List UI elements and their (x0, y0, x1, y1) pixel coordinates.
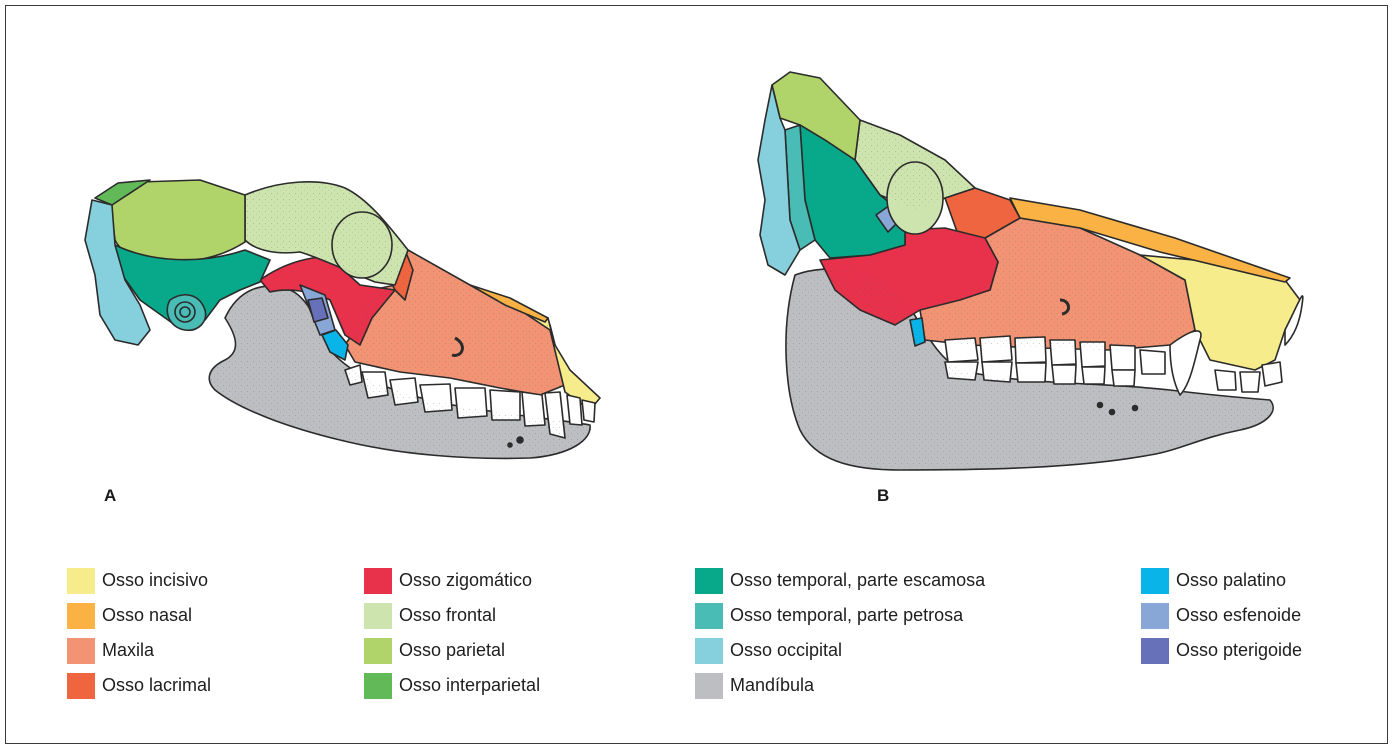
legend-item: Mandíbula (695, 668, 985, 703)
legend-column-3: Osso temporal, parte escamosa Osso tempo… (695, 563, 985, 703)
legend-label: Osso occipital (730, 640, 843, 660)
legend-label: Osso incisivo (102, 570, 209, 590)
legend-swatch (364, 672, 392, 699)
legend-item: Osso nasal (67, 598, 211, 633)
legend-label: Osso esfenoide (1176, 605, 1302, 625)
legend-swatch (67, 602, 95, 629)
legend-swatch (364, 567, 392, 594)
legend-swatch (695, 672, 723, 699)
legend-label: Maxila (102, 640, 155, 660)
legend-item: Osso pterigoide (1141, 633, 1302, 668)
legend-item: Osso parietal (364, 633, 540, 668)
skull-b-occipital (757, 84, 801, 276)
legend-label: Osso palatino (1176, 570, 1287, 590)
legend-swatch (364, 637, 392, 664)
legend-label: Osso temporal, parte petrosa (730, 605, 964, 625)
legend-swatch (695, 567, 723, 594)
legend-label: Osso parietal (399, 640, 506, 660)
skull-b (757, 71, 1304, 471)
legend-item: Osso palatino (1141, 563, 1302, 598)
legend-item: Osso temporal, parte petrosa (695, 598, 985, 633)
legend-label: Osso temporal, parte escamosa (730, 570, 986, 590)
legend-column-4: Osso palatino Osso esfenoide Osso pterig… (1141, 563, 1302, 668)
skull-figure: A B (84, 71, 1304, 505)
legend-item: Osso esfenoide (1141, 598, 1302, 633)
legend-swatch (1141, 602, 1169, 629)
legend: Osso incisivo Osso nasal Maxila Osso lac… (0, 563, 1395, 713)
legend-item: Maxila (67, 633, 211, 668)
legend-label: Osso lacrimal (102, 675, 212, 695)
legend-item: Osso temporal, parte escamosa (695, 563, 985, 598)
legend-swatch (1141, 567, 1169, 594)
legend-item: Osso zigomático (364, 563, 540, 598)
legend-item: Osso frontal (364, 598, 540, 633)
skull-a-occipital (84, 199, 151, 346)
legend-item: Osso lacrimal (67, 668, 211, 703)
legend-label: Osso nasal (102, 605, 193, 625)
legend-label: Osso pterigoide (1176, 640, 1303, 660)
legend-item: Osso interparietal (364, 668, 540, 703)
skull-a (84, 179, 601, 460)
legend-swatch (695, 602, 723, 629)
skull-b-teeth (944, 295, 1304, 396)
legend-column-1: Osso incisivo Osso nasal Maxila Osso lac… (67, 563, 211, 703)
legend-swatch (1141, 637, 1169, 664)
legend-item: Osso incisivo (67, 563, 211, 598)
skull-a-interparietal (94, 179, 151, 206)
legend-item: Osso occipital (695, 633, 985, 668)
skull-illustrations (84, 71, 1304, 471)
legend-swatch (67, 567, 95, 594)
legend-swatch (67, 637, 95, 664)
panel-label-b: B (877, 486, 890, 505)
legend-swatch (67, 672, 95, 699)
skull-a-temporal-petrous (166, 294, 207, 332)
panel-label-a: A (104, 486, 117, 505)
legend-column-2: Osso zigomático Osso frontal Osso pariet… (364, 563, 540, 703)
legend-swatch (364, 602, 392, 629)
skull-b-nasal (1009, 197, 1291, 283)
legend-label: Osso interparietal (399, 675, 541, 695)
legend-label: Osso zigomático (399, 570, 533, 590)
legend-swatch (695, 637, 723, 664)
legend-label: Osso frontal (399, 605, 497, 625)
legend-label: Mandíbula (730, 675, 815, 695)
